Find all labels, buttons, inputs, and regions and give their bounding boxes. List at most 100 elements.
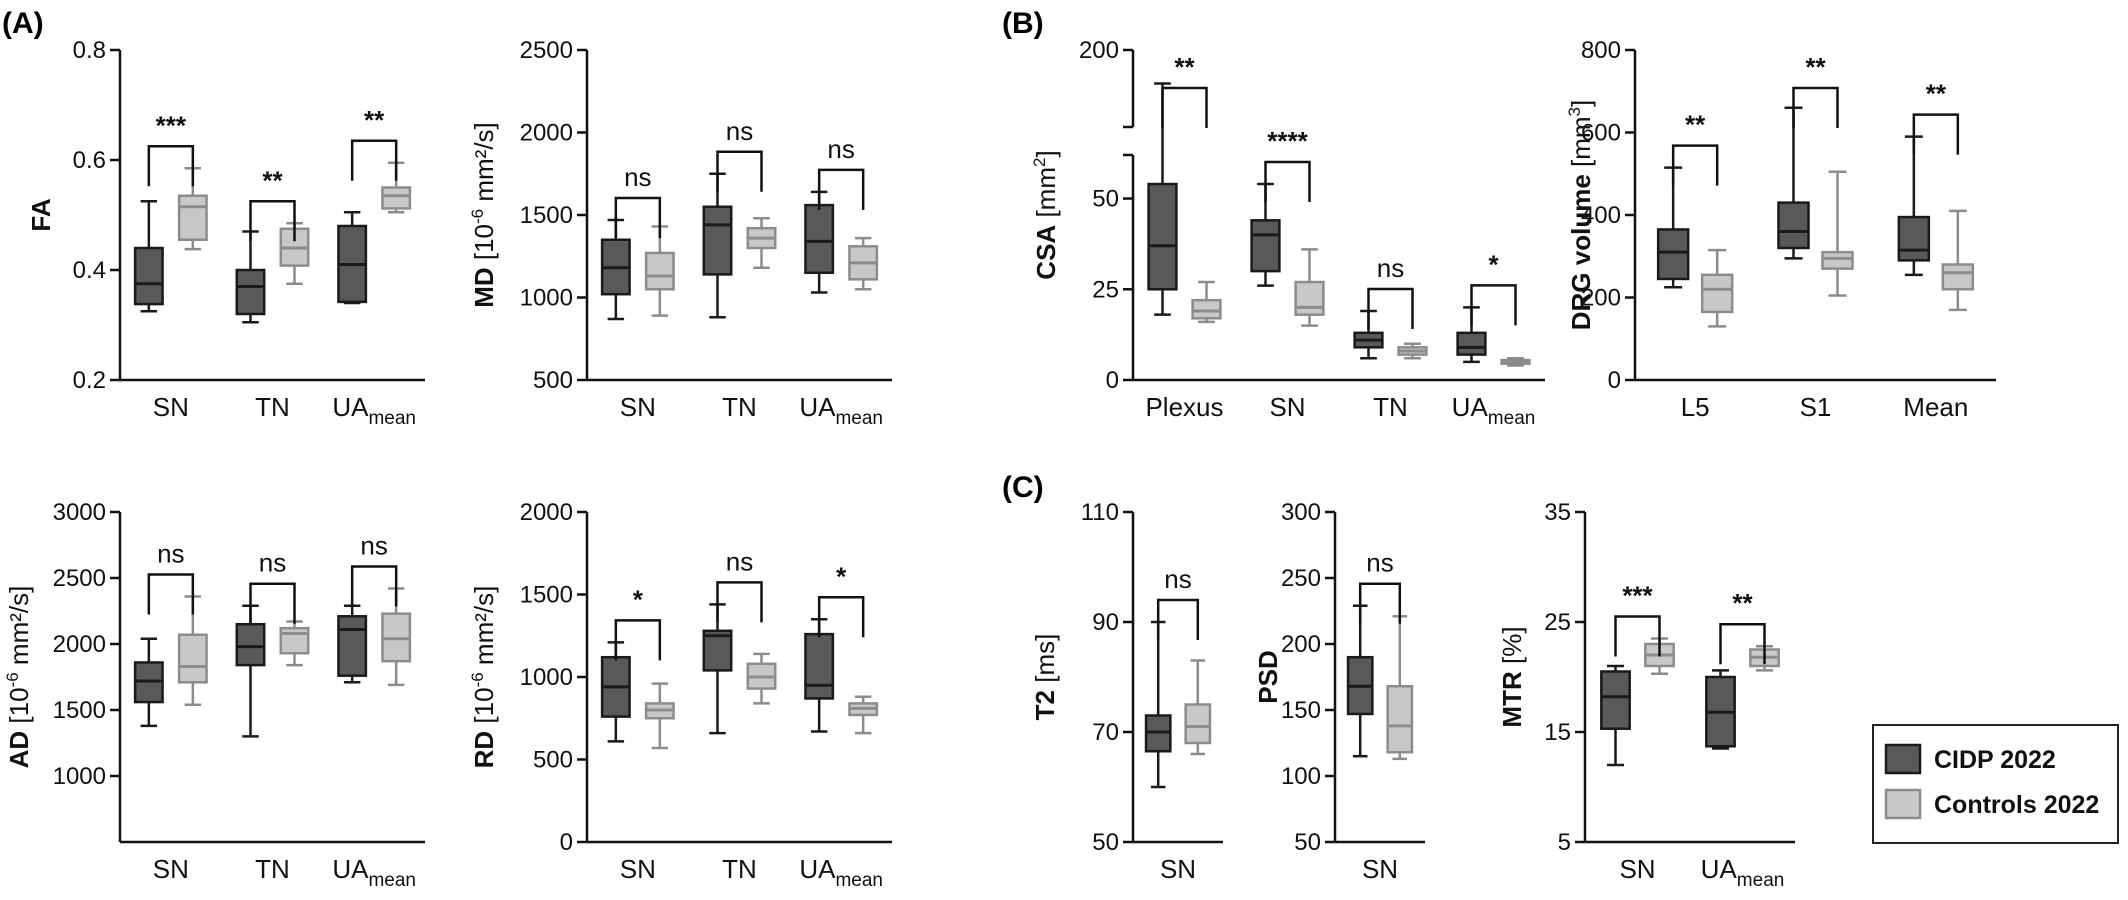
y-tick-label: 2000 xyxy=(520,499,573,526)
box-cidp xyxy=(804,203,835,275)
legend: CIDP 2022 Controls 2022 xyxy=(1872,724,2119,844)
significance-bracket xyxy=(1912,113,1960,155)
x-tick-label: Mean xyxy=(1903,392,1968,422)
box-control xyxy=(1821,250,1854,270)
x-tick-label: SN xyxy=(1619,854,1655,884)
box-control xyxy=(279,626,310,655)
significance-bracket xyxy=(249,200,296,242)
y-tick-label: 0.6 xyxy=(73,147,106,174)
x-tick-label: UAmean xyxy=(332,392,416,429)
box-control xyxy=(177,633,208,684)
x-tick-label: UAmean xyxy=(1701,854,1785,891)
significance-label: ** xyxy=(1685,110,1706,140)
box-cidp xyxy=(1456,331,1487,356)
significance-label: ** xyxy=(1732,588,1753,618)
significance-bracket xyxy=(147,145,195,187)
significance-label: ** xyxy=(1926,79,1947,109)
significance-bracket xyxy=(817,168,865,210)
significance-bracket xyxy=(614,619,662,661)
legend-swatch-controls xyxy=(1884,788,1922,820)
y-tick-label: 2500 xyxy=(520,37,573,64)
legend-frame xyxy=(1872,724,2119,844)
significance-bracket xyxy=(1156,598,1200,640)
y-tick-label: 70 xyxy=(1092,719,1119,746)
x-tick-label: SN xyxy=(1362,854,1398,884)
x-tick-label: TN xyxy=(722,392,757,422)
y-tick-label: 110 xyxy=(1081,499,1119,526)
significance-bracket xyxy=(350,565,398,607)
y-tick-label: 1500 xyxy=(53,697,106,724)
box-cidp xyxy=(702,205,733,276)
y-axis-label-rd: RD [10-6 mm²/s] xyxy=(468,586,499,769)
y-tick-label: 1500 xyxy=(520,202,573,229)
significance-label: ns xyxy=(827,134,854,164)
significance-bracket xyxy=(716,581,763,623)
chart-t2: 50 70 90 110 T2 [ms] SN ns xyxy=(1030,499,1223,884)
y-axis-label-drg: DRG volume [mm3] xyxy=(1565,100,1596,331)
y-tick-label: 500 xyxy=(533,747,573,774)
box-cidp xyxy=(235,268,266,316)
y-tick-label: 3000 xyxy=(53,499,106,526)
significance-bracket xyxy=(1470,284,1517,326)
y-tick-label: 300 xyxy=(1281,499,1321,526)
y-tick-label: 0 xyxy=(1608,367,1621,394)
box-cidp xyxy=(1600,670,1631,730)
box-cidp xyxy=(1250,219,1281,273)
box-cidp xyxy=(804,632,835,700)
y-axis-label-csa: CSA [mm2] xyxy=(1030,150,1061,279)
significance-label: ** xyxy=(262,165,283,195)
y-tick-label: 0 xyxy=(560,829,573,856)
legend-swatch-cidp xyxy=(1884,743,1922,775)
significance-bracket xyxy=(1719,622,1766,665)
y-tick-label: 90 xyxy=(1092,609,1119,636)
y-tick-label: 200 xyxy=(1079,37,1119,64)
x-tick-label: UAmean xyxy=(1452,392,1536,429)
significance-label: ns xyxy=(360,531,387,561)
significance-label: ns xyxy=(1164,564,1191,594)
y-tick-label: 800 xyxy=(1581,37,1621,64)
chart-csa: 0 25 50 200 CSA [mm2] Plexus ** SN **** TN ns UAmea… xyxy=(1030,37,1545,429)
significance-label: ns xyxy=(157,538,184,568)
y-tick-label: 600 xyxy=(1581,120,1621,147)
box-cidp xyxy=(1897,215,1931,262)
significance-bracket xyxy=(1614,615,1661,657)
y-axis-label-md: MD [10-6 mm²/s] xyxy=(468,122,499,308)
significance-label: ns xyxy=(1377,253,1404,283)
y-axis-label-ad: AD [10-6 mm²/s] xyxy=(3,586,34,769)
significance-label: ** xyxy=(1174,52,1195,82)
x-tick-label: UAmean xyxy=(799,392,883,429)
significance-label: ns xyxy=(624,162,651,192)
significance-label: *** xyxy=(1622,581,1653,611)
chart-drg: 0 200 400 600 800 DRG volume [mm3] L5 ** S1 ** Mea… xyxy=(1565,37,1996,422)
significance-label: *** xyxy=(156,110,187,140)
significance-label: * xyxy=(836,561,847,591)
significance-label: **** xyxy=(1267,126,1308,156)
y-tick-label: 5 xyxy=(1558,829,1571,856)
significance-label: ns xyxy=(726,116,753,146)
y-axis-label-psd: PSD xyxy=(1253,650,1283,703)
box-control xyxy=(381,186,412,210)
x-tick-label: Plexus xyxy=(1145,392,1223,422)
significance-bracket xyxy=(1367,287,1414,330)
x-tick-label: SN xyxy=(620,854,656,884)
significance-bracket xyxy=(147,573,195,615)
significance-label: ns xyxy=(259,548,286,578)
x-tick-label: UAmean xyxy=(799,854,883,891)
x-tick-label: SN xyxy=(620,392,656,422)
significance-bracket xyxy=(817,596,865,638)
x-tick-label: S1 xyxy=(1800,392,1832,422)
y-tick-label: 200 xyxy=(1581,285,1621,312)
y-axis-label-mtr: MTR [%] xyxy=(1497,626,1527,727)
y-axis-label-fa: FA xyxy=(26,198,56,231)
y-tick-label: 25 xyxy=(1092,276,1119,303)
y-tick-label: 200 xyxy=(1281,631,1321,658)
box-control xyxy=(1191,298,1222,320)
y-tick-label: 25 xyxy=(1544,609,1571,636)
box-control xyxy=(177,194,208,241)
box-control xyxy=(1184,703,1212,745)
x-tick-label: UAmean xyxy=(332,854,416,891)
x-tick-label: TN xyxy=(255,392,290,422)
plots: 0.20.40.60.8FASN***TN**UAmean**500100015… xyxy=(3,37,1996,891)
y-tick-label: 400 xyxy=(1581,202,1621,229)
